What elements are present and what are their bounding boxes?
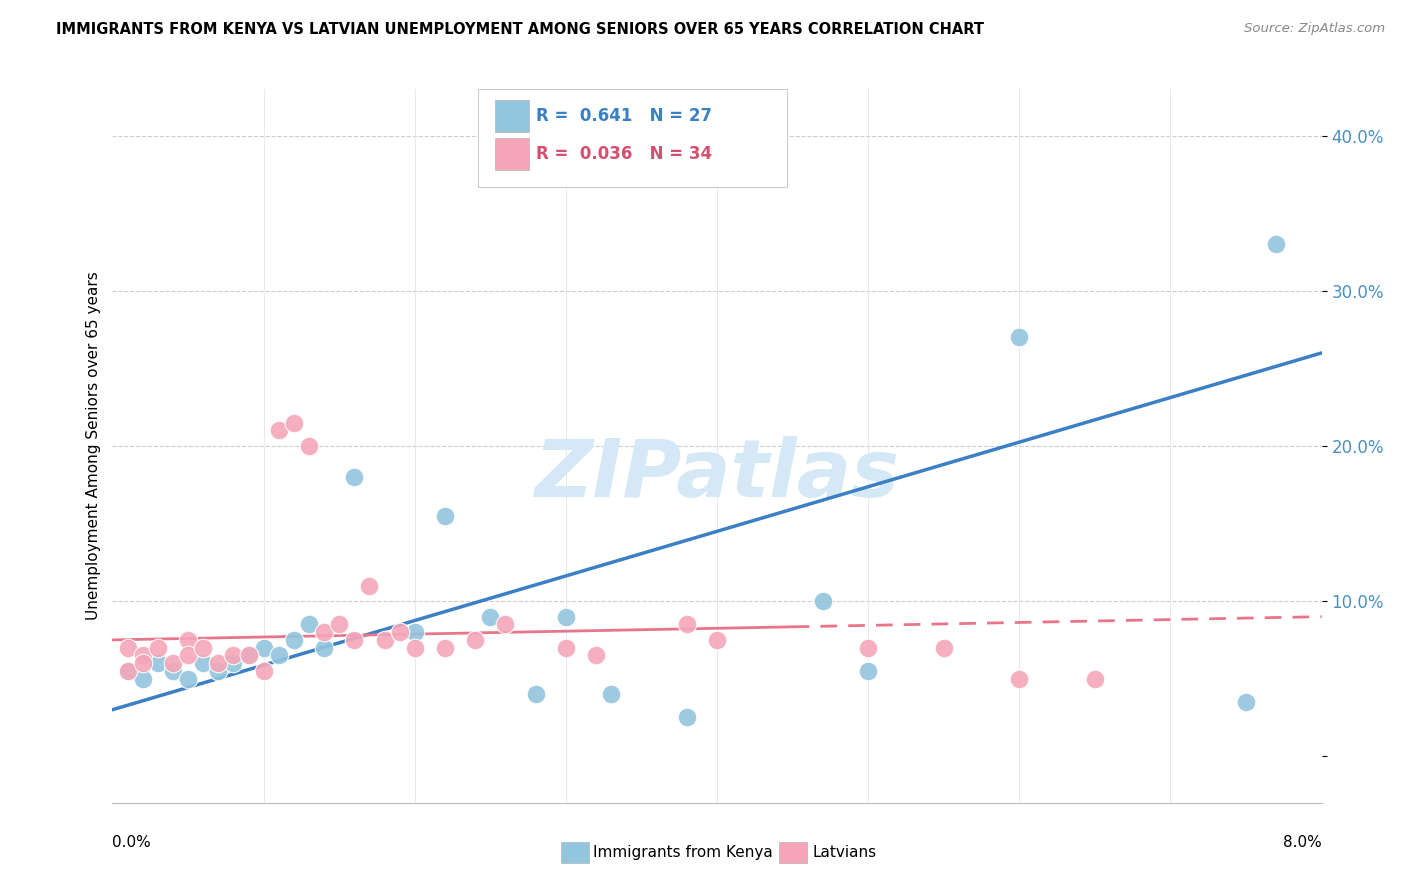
Point [373, 632, 396, 647]
Point [146, 656, 169, 670]
Point [267, 648, 290, 663]
Text: R =  0.641   N = 27: R = 0.641 N = 27 [536, 107, 711, 125]
Point [811, 594, 834, 608]
Point [600, 687, 623, 701]
Point [191, 656, 215, 670]
Text: R =  0.036   N = 34: R = 0.036 N = 34 [536, 145, 711, 163]
Point [404, 625, 426, 640]
Point [253, 664, 276, 678]
Point [359, 579, 381, 593]
Point [117, 664, 139, 678]
Point [177, 672, 200, 686]
Point [132, 648, 155, 663]
Point [1008, 672, 1031, 686]
Point [433, 640, 456, 655]
Point [1265, 237, 1288, 252]
Text: Latvians: Latvians [813, 846, 877, 860]
Point [554, 640, 576, 655]
Point [162, 656, 184, 670]
Text: ZIPatlas: ZIPatlas [534, 435, 900, 514]
Point [479, 609, 502, 624]
Point [253, 640, 276, 655]
Point [706, 632, 728, 647]
Point [328, 617, 350, 632]
Point [1008, 330, 1031, 344]
Point [132, 672, 155, 686]
Point [222, 656, 245, 670]
Point [1084, 672, 1107, 686]
Point [283, 632, 305, 647]
Point [554, 609, 576, 624]
Point [283, 416, 305, 430]
Point [146, 640, 169, 655]
Point [388, 625, 411, 640]
Point [191, 640, 215, 655]
Point [298, 617, 321, 632]
Point [312, 640, 335, 655]
Point [222, 648, 245, 663]
Point [495, 617, 517, 632]
Y-axis label: Unemployment Among Seniors over 65 years: Unemployment Among Seniors over 65 years [86, 272, 101, 620]
Point [207, 664, 229, 678]
Point [343, 632, 366, 647]
Text: 8.0%: 8.0% [1282, 836, 1322, 850]
Point [177, 632, 200, 647]
Point [177, 648, 200, 663]
Point [267, 424, 290, 438]
Point [312, 625, 335, 640]
Point [207, 656, 229, 670]
Point [856, 640, 880, 655]
Text: 0.0%: 0.0% [112, 836, 152, 850]
Point [464, 632, 486, 647]
Point [932, 640, 955, 655]
Text: Source: ZipAtlas.com: Source: ZipAtlas.com [1244, 22, 1385, 36]
Point [238, 648, 260, 663]
Text: Immigrants from Kenya: Immigrants from Kenya [593, 846, 773, 860]
Point [404, 640, 426, 655]
Point [298, 439, 321, 453]
Point [675, 617, 697, 632]
Point [1234, 695, 1257, 709]
Point [238, 648, 260, 663]
Point [117, 664, 139, 678]
Point [585, 648, 607, 663]
Text: IMMIGRANTS FROM KENYA VS LATVIAN UNEMPLOYMENT AMONG SENIORS OVER 65 YEARS CORREL: IMMIGRANTS FROM KENYA VS LATVIAN UNEMPLO… [56, 22, 984, 37]
Point [343, 470, 366, 484]
Point [132, 656, 155, 670]
Point [162, 664, 184, 678]
Point [117, 640, 139, 655]
Point [856, 664, 880, 678]
Point [524, 687, 547, 701]
Point [675, 710, 697, 724]
Point [433, 508, 456, 523]
